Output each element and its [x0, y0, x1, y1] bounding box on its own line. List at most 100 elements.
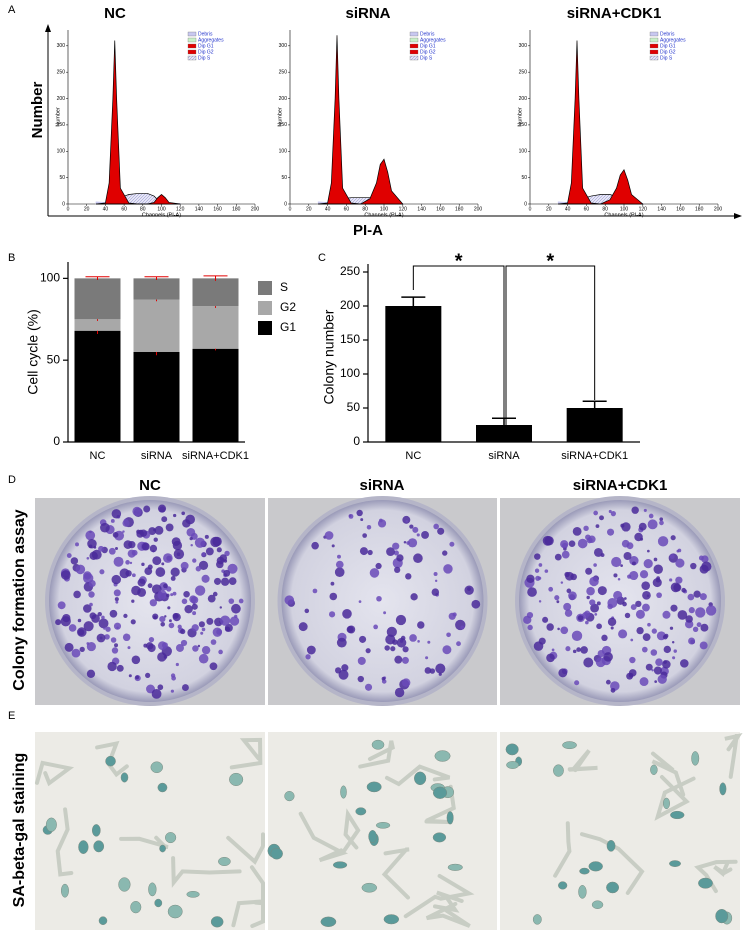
colony [348, 513, 354, 519]
legend-swatch [409, 37, 419, 43]
legend-label: G2 [280, 300, 296, 314]
colony [107, 661, 117, 672]
colony [534, 568, 540, 573]
cell [159, 844, 166, 853]
y-tick-label: 300 [279, 43, 288, 49]
y-tick-label: 0 [62, 201, 65, 207]
colony [228, 598, 235, 604]
colony [163, 583, 168, 589]
cell [606, 840, 616, 852]
colony [206, 617, 214, 625]
colony [696, 622, 702, 628]
colony [395, 614, 407, 626]
colony [210, 639, 217, 645]
cell-strand [553, 821, 572, 878]
colony [170, 567, 180, 577]
cell [579, 867, 590, 875]
colony [136, 530, 144, 538]
colony [586, 595, 590, 600]
cell [663, 797, 670, 810]
colony [681, 587, 687, 593]
x-tick-label: 140 [195, 206, 204, 212]
colony [189, 536, 193, 541]
colony [129, 561, 133, 565]
legend-swatch [258, 301, 272, 315]
colony [79, 646, 85, 653]
legend-label: Dip S [660, 55, 673, 61]
colony [607, 528, 615, 536]
colony [55, 619, 62, 626]
colony [192, 611, 197, 616]
legend-label: Dip S [420, 55, 433, 61]
colony [57, 601, 66, 610]
legend-label: Debris [420, 31, 435, 37]
panel-label: D [8, 474, 16, 486]
colony [75, 564, 86, 575]
cell-strand [432, 890, 464, 913]
colony [367, 549, 373, 556]
histogram-area [318, 158, 404, 205]
colony [561, 550, 570, 559]
colony [557, 627, 560, 631]
colony [85, 530, 96, 541]
cell-strand [381, 847, 411, 900]
colony [191, 624, 199, 632]
colony [670, 535, 676, 541]
cell [93, 840, 105, 853]
cell [165, 832, 177, 844]
colony [170, 673, 176, 678]
colony [663, 645, 672, 654]
colony [159, 615, 166, 623]
colony [312, 588, 318, 594]
colony [381, 676, 386, 681]
colony [116, 664, 124, 672]
colony [659, 517, 664, 522]
cell [368, 830, 377, 843]
bar-segment [74, 278, 121, 320]
colony [548, 586, 554, 592]
colony [157, 652, 167, 662]
cell [154, 898, 163, 908]
colony [662, 610, 671, 619]
colony [655, 578, 661, 583]
x-tick-label: 20 [84, 206, 90, 212]
cell-strand [119, 835, 169, 849]
bar-segment [192, 278, 239, 307]
y-tick-label: 100 [57, 149, 66, 155]
colony [166, 593, 170, 598]
cell [715, 909, 729, 924]
cell [366, 781, 382, 793]
row-label: SA-beta-gal staining [11, 753, 28, 908]
colony [220, 615, 231, 626]
cell [355, 807, 367, 816]
colony [471, 599, 481, 609]
colony [201, 574, 210, 583]
cell [606, 881, 619, 894]
colony [565, 646, 571, 652]
colony [589, 576, 599, 587]
y-axis-label: Number [55, 107, 61, 127]
colony [164, 615, 167, 618]
colony [200, 631, 204, 635]
x-tick-label: 60 [121, 206, 127, 212]
colony [153, 615, 157, 620]
colony [175, 662, 179, 667]
colony [421, 531, 429, 539]
colony [417, 621, 425, 629]
colony [699, 641, 708, 650]
colony [413, 553, 423, 564]
colony [375, 562, 382, 570]
colony [424, 667, 432, 674]
colony [219, 606, 223, 609]
cell [218, 856, 231, 867]
colony [365, 648, 371, 654]
colony [104, 634, 110, 640]
cell [505, 743, 519, 756]
colony [83, 621, 94, 632]
colony [88, 544, 93, 549]
colony [88, 591, 95, 598]
colony [409, 634, 417, 642]
colony [437, 527, 445, 535]
legend-swatch [409, 49, 419, 55]
